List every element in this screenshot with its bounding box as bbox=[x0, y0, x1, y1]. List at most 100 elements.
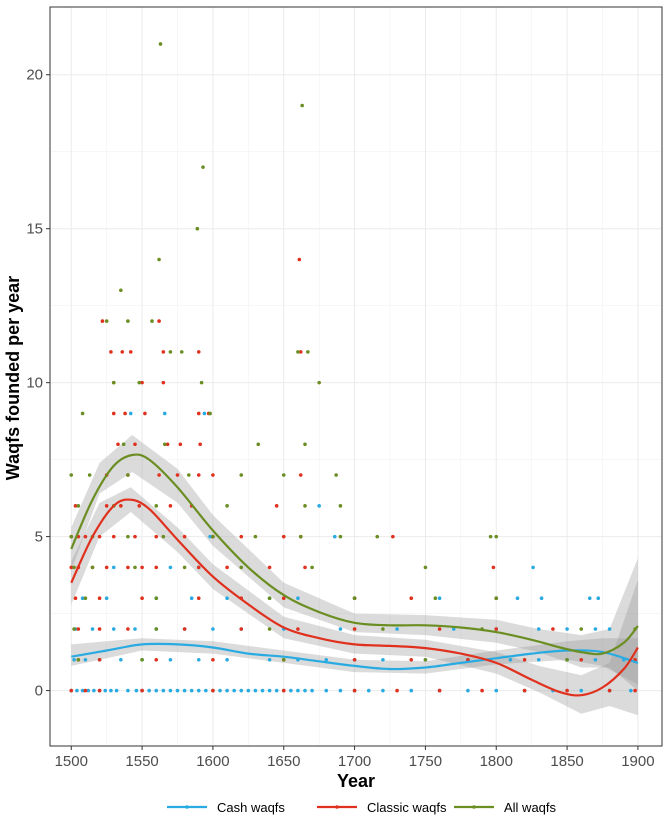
data-point bbox=[324, 657, 329, 662]
data-point bbox=[86, 688, 91, 693]
data-point bbox=[116, 442, 120, 447]
x-tick-label: 1900 bbox=[621, 753, 654, 770]
data-point bbox=[494, 596, 499, 600]
data-point bbox=[607, 627, 612, 631]
data-point bbox=[100, 319, 105, 323]
data-points bbox=[69, 42, 637, 693]
data-point bbox=[274, 504, 279, 508]
data-point bbox=[253, 688, 258, 693]
y-axis-ticks: 0 5 10 15 20 bbox=[26, 67, 50, 700]
data-point bbox=[296, 688, 300, 693]
data-point bbox=[211, 534, 215, 539]
data-point bbox=[69, 688, 74, 693]
data-point bbox=[103, 688, 108, 693]
data-point bbox=[395, 688, 399, 693]
data-point bbox=[140, 380, 144, 385]
legend-label: All waqfs bbox=[504, 800, 557, 815]
data-point bbox=[143, 411, 147, 416]
data-point bbox=[204, 688, 208, 693]
data-point bbox=[310, 565, 314, 570]
data-point bbox=[189, 596, 194, 600]
panel-border bbox=[49, 6, 663, 747]
data-point bbox=[332, 534, 337, 539]
data-point bbox=[162, 411, 167, 416]
data-point bbox=[69, 565, 74, 570]
data-point bbox=[274, 688, 279, 693]
data-point bbox=[123, 411, 127, 416]
data-point bbox=[157, 257, 161, 262]
data-point bbox=[80, 596, 85, 600]
data-point bbox=[338, 688, 343, 693]
legend-key-point bbox=[335, 805, 339, 809]
data-point bbox=[104, 565, 109, 570]
data-point bbox=[239, 688, 244, 693]
data-point bbox=[158, 42, 163, 46]
data-point bbox=[72, 565, 76, 570]
data-point bbox=[126, 319, 130, 323]
data-point bbox=[165, 442, 170, 447]
x-tick-label: 1500 bbox=[55, 753, 88, 770]
data-point bbox=[80, 411, 85, 416]
data-point bbox=[83, 534, 88, 539]
data-point bbox=[208, 411, 212, 416]
data-point bbox=[381, 688, 385, 693]
data-point bbox=[480, 688, 484, 693]
data-point bbox=[128, 411, 133, 416]
data-point bbox=[296, 627, 300, 631]
data-point bbox=[281, 473, 286, 477]
data-point bbox=[303, 442, 307, 447]
data-point bbox=[97, 688, 102, 693]
data-point bbox=[298, 473, 303, 477]
data-point bbox=[133, 627, 137, 631]
data-point bbox=[161, 534, 166, 539]
data-point bbox=[109, 350, 113, 354]
legend-label: Cash waqfs bbox=[217, 800, 285, 815]
data-point bbox=[225, 657, 229, 662]
data-point bbox=[381, 657, 385, 662]
data-point bbox=[267, 657, 272, 662]
data-point bbox=[633, 688, 637, 693]
data-point bbox=[579, 657, 584, 662]
data-point bbox=[195, 226, 200, 231]
series-line bbox=[70, 498, 639, 697]
data-point bbox=[306, 350, 310, 354]
legend: Cash waqfs Classic waqfs All waqfs bbox=[167, 800, 557, 815]
x-tick-label: 1750 bbox=[409, 753, 442, 770]
data-point bbox=[281, 688, 286, 693]
minor-gridlines bbox=[50, 7, 662, 746]
data-point bbox=[182, 534, 187, 539]
data-point bbox=[381, 627, 385, 631]
data-point bbox=[281, 596, 286, 600]
data-point bbox=[256, 442, 261, 447]
data-point bbox=[515, 596, 520, 600]
legend-key-point bbox=[472, 805, 476, 809]
data-point bbox=[565, 688, 569, 693]
data-point bbox=[140, 565, 144, 570]
data-point bbox=[90, 627, 95, 631]
data-point bbox=[196, 473, 201, 477]
data-point bbox=[310, 688, 314, 693]
data-point bbox=[303, 504, 307, 508]
data-point bbox=[296, 350, 300, 354]
data-point bbox=[409, 596, 414, 600]
data-point bbox=[157, 473, 161, 477]
data-point bbox=[352, 657, 357, 662]
data-point bbox=[239, 565, 244, 570]
data-point bbox=[120, 350, 125, 354]
data-point bbox=[607, 688, 612, 693]
data-point bbox=[629, 688, 633, 693]
data-point bbox=[126, 688, 130, 693]
data-point bbox=[451, 627, 456, 631]
data-point bbox=[211, 627, 215, 631]
data-point bbox=[80, 688, 85, 693]
data-point bbox=[508, 657, 513, 662]
confidence-band bbox=[71, 435, 638, 691]
data-point bbox=[289, 688, 293, 693]
data-point bbox=[298, 350, 303, 354]
data-point bbox=[298, 534, 303, 539]
data-point bbox=[317, 504, 321, 508]
data-point bbox=[161, 380, 166, 385]
data-point bbox=[565, 627, 569, 631]
data-point bbox=[154, 688, 159, 693]
data-point bbox=[104, 319, 109, 323]
